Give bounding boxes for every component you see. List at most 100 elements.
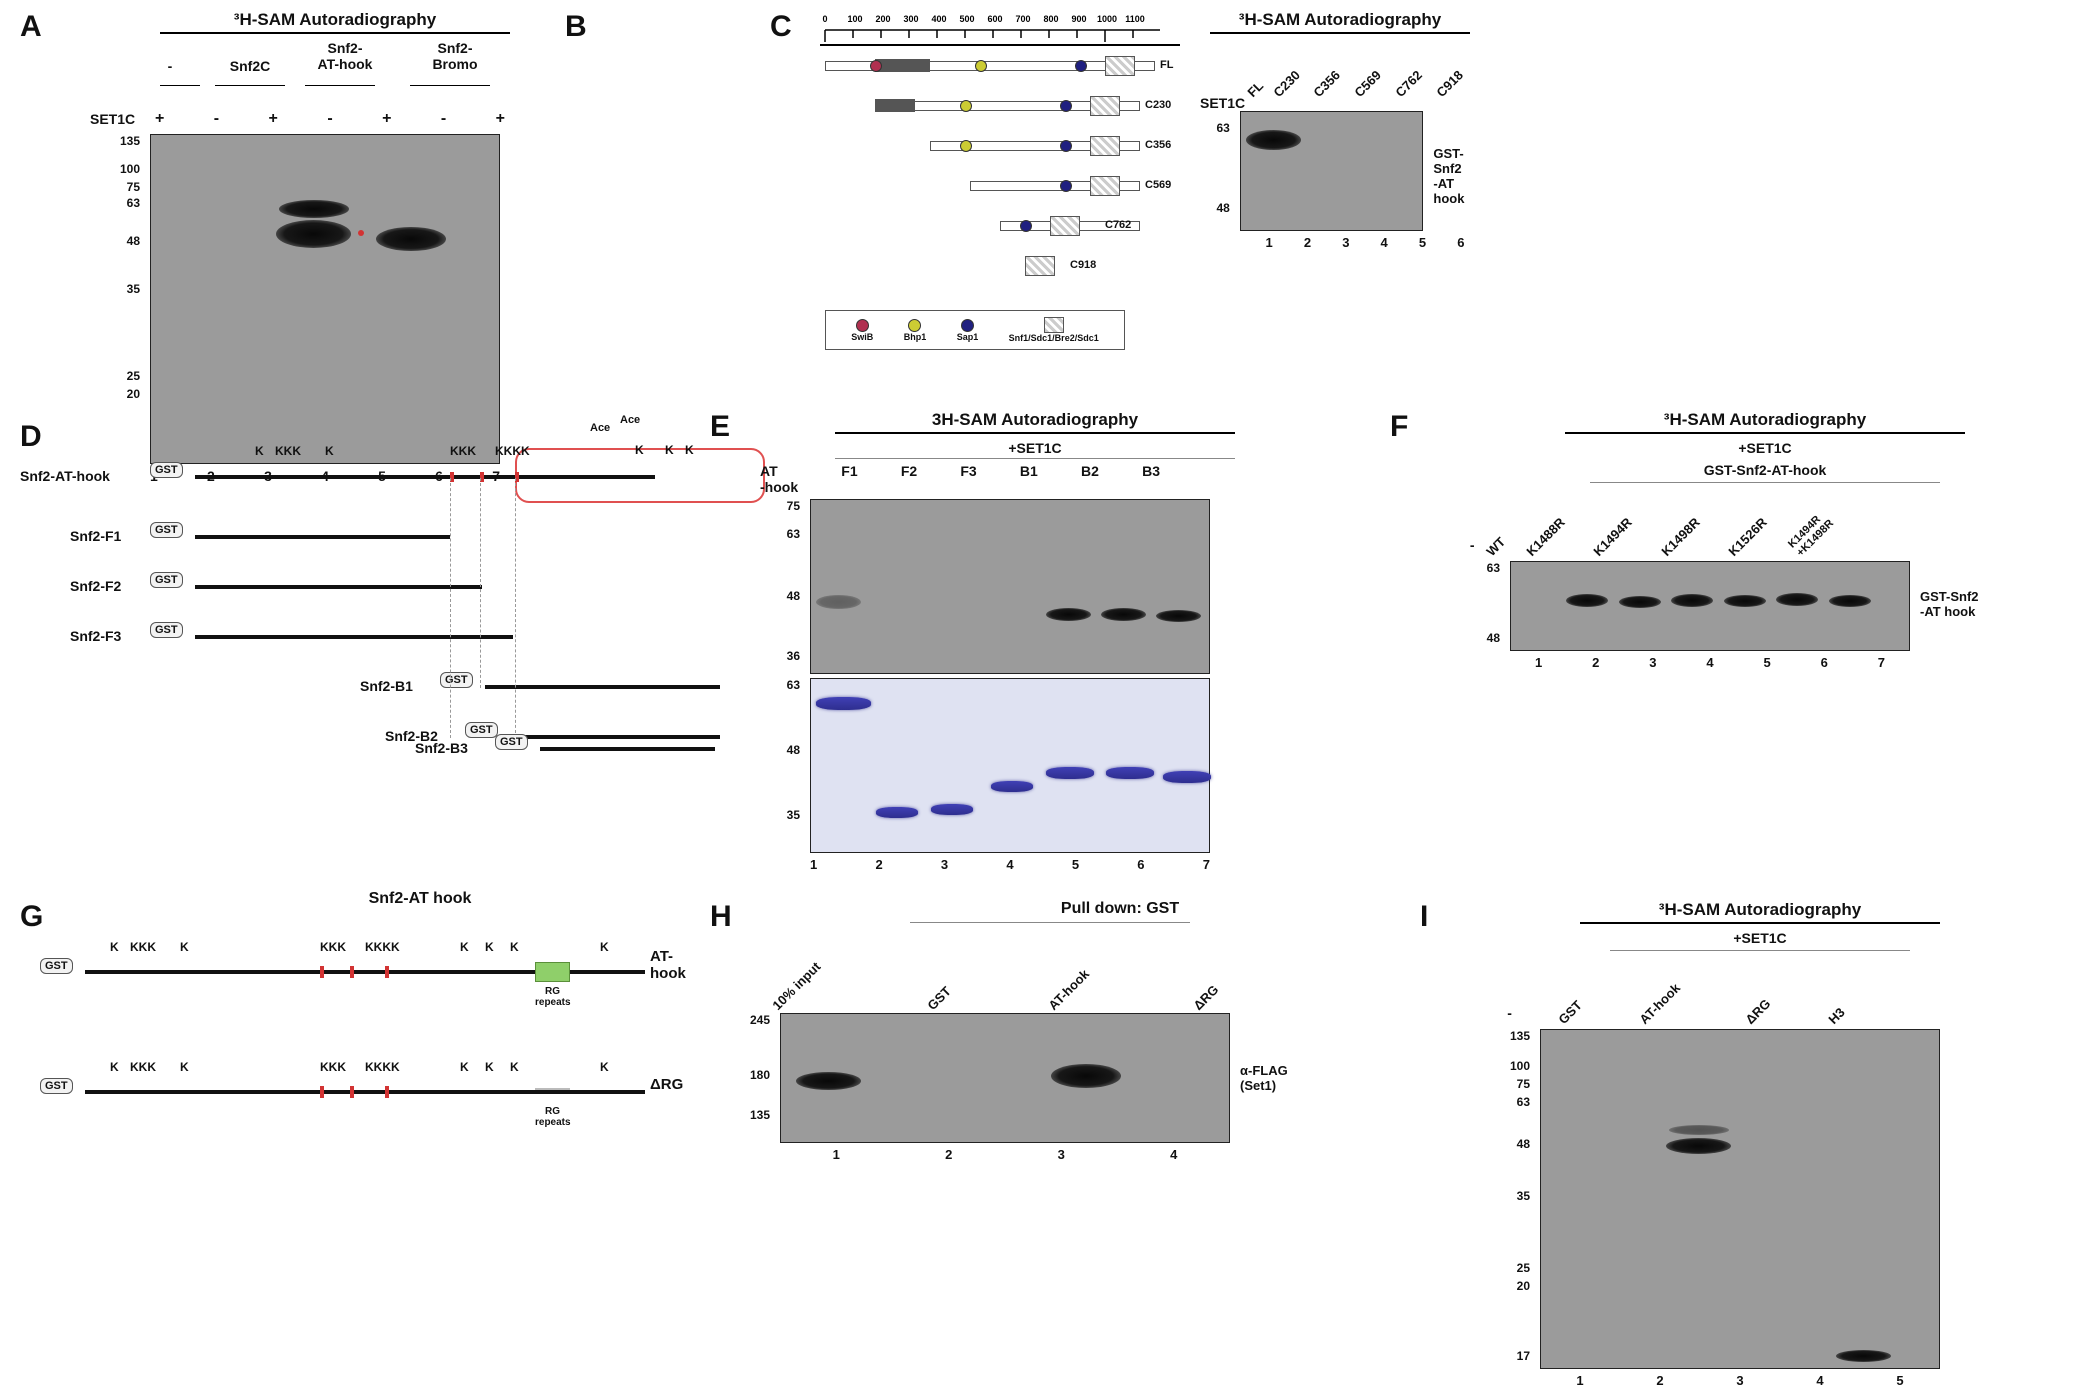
panel-c-side-label: GST-Snf2 -AT hook: [1433, 146, 1480, 231]
panel-c-blot-title: ³H-SAM Autoradiography: [1200, 10, 1480, 30]
c-lane-C569: C569: [1352, 67, 1385, 100]
panel-i-label: I: [1420, 900, 1428, 934]
e-coom-ladder-63: 63: [787, 678, 800, 692]
band-f-lane3: [1619, 596, 1661, 608]
panel-g-drg-row: GST K KKK K KKK KKKK K K K K RG repeats Δ…: [40, 1048, 700, 1148]
panel-f-label: F: [1390, 410, 1408, 444]
band-e-lane7: [1156, 610, 1201, 622]
i-lanenum-4: 4: [1816, 1373, 1823, 1388]
e-lane-2: F2: [901, 463, 917, 495]
panel-c-blot-rowlabel: SET1C: [1200, 95, 1250, 111]
band-h-lane3: [1051, 1064, 1121, 1088]
c-lane-C762: C762: [1393, 67, 1426, 100]
coom-band-2: [876, 807, 918, 818]
group-label-2: Snf2- AT-hook: [310, 40, 380, 72]
e-ladder-36: 36: [787, 649, 800, 663]
artifact-speck: [358, 230, 364, 236]
set1c-val-4: +: [382, 110, 391, 128]
panel-c-blot: [1240, 111, 1424, 231]
coom-band-1: [816, 697, 871, 710]
set1c-row-label: SET1C: [90, 111, 155, 127]
panel-e-autoradiograph: [810, 499, 1210, 674]
group-label-0: -: [160, 58, 180, 74]
coom-band-4: [991, 781, 1033, 792]
panel-a-label: A: [20, 10, 42, 44]
panel-h-label: H: [710, 900, 732, 934]
ladder-mark-63: 63: [127, 196, 140, 210]
e-lane-3: F3: [960, 463, 976, 495]
f-lanenum-1: 1: [1535, 655, 1542, 670]
f-lane-4: K1498R: [1658, 515, 1702, 559]
panel-f: F ³H-SAM Autoradiography +SET1C GST-Snf2…: [1390, 410, 2070, 670]
set1c-val-3: -: [327, 110, 332, 128]
panel-a: A ³H-SAM Autoradiography - Snf2C Snf2- A…: [20, 10, 520, 484]
panel-i-condition: +SET1C: [1480, 930, 2040, 946]
e-lanenum-5: 5: [1072, 857, 1079, 872]
f-ladder-63: 63: [1487, 561, 1500, 575]
h-lane-0: 10% input: [769, 959, 823, 1013]
h-lane-2: AT-hook: [1046, 966, 1093, 1013]
i-lanenum-2: 2: [1656, 1373, 1663, 1388]
i-lanenum-1: 1: [1576, 1373, 1583, 1388]
panel-b-label: B: [565, 10, 587, 44]
svg-text:100: 100: [847, 14, 862, 24]
panel-e-label: E: [710, 410, 730, 444]
c-ladder-63: 63: [1216, 121, 1229, 135]
construct-C356: C356: [930, 134, 1180, 160]
e-lanenum-6: 6: [1137, 857, 1144, 872]
panel-a-blot: [150, 134, 500, 464]
panel-d-diagram: Snf2-AT-hook GST K KKK K KKK KKKK Ace Ac…: [20, 430, 720, 750]
svg-text:400: 400: [931, 14, 946, 24]
c-lane-C918: C918: [1433, 67, 1466, 100]
construct-FL: FL: [825, 54, 1180, 80]
e-lane-4: B1: [1020, 463, 1038, 495]
i-lane-3: ΔRG: [1742, 996, 1773, 1027]
domain-legend: SwiB Bhp1 Sap1 Snf1/Sdc1/Bre2/Sdc1: [825, 310, 1125, 350]
f-lane-1: WT: [1484, 534, 1509, 559]
group-label-1: Snf2C: [220, 58, 280, 74]
panel-c-label: C: [770, 10, 792, 44]
construct-C762: C762: [1000, 214, 1180, 240]
band-f-lane6: [1776, 593, 1818, 606]
svg-text:700: 700: [1015, 14, 1030, 24]
i-ladder-35: 35: [1517, 1189, 1530, 1203]
band-a-lane3-main: [276, 220, 351, 248]
ladder-mark-20: 20: [127, 387, 140, 401]
f-lanenum-5: 5: [1764, 655, 1771, 670]
panel-f-blot: [1510, 561, 1910, 651]
i-lane-4: H3: [1826, 1005, 1848, 1027]
i-ladder-20: 20: [1517, 1279, 1530, 1293]
panel-i-blot: [1540, 1029, 1940, 1369]
e-lane-0: AT -hook: [760, 463, 798, 495]
i-lane-0: -: [1507, 1005, 1512, 1027]
band-e-lane1: [816, 595, 861, 609]
panel-h-blot: [780, 1013, 1230, 1143]
svg-text:1100: 1100: [1125, 14, 1145, 24]
i-ladder-17: 17: [1517, 1349, 1530, 1363]
group-label-3: Snf2- Bromo: [420, 40, 490, 72]
svg-text:600: 600: [987, 14, 1002, 24]
panel-h-side-label: α-FLAG (Set1): [1240, 1063, 1288, 1143]
i-ladder-63: 63: [1517, 1095, 1530, 1109]
band-f-lane4: [1671, 594, 1713, 607]
c-lanenum-4: 4: [1381, 235, 1388, 250]
band-f-lane7: [1829, 595, 1871, 607]
c-lanenum-3: 3: [1342, 235, 1349, 250]
panel-i-title: ³H-SAM Autoradiography: [1480, 900, 2040, 920]
construct-C230: C230: [875, 94, 1180, 120]
panel-f-title: ³H-SAM Autoradiography: [1460, 410, 2070, 430]
band-i-lane5: [1836, 1350, 1891, 1362]
e-ladder-63: 63: [787, 527, 800, 541]
panel-g-title: Snf2-AT hook: [140, 890, 700, 908]
f-lane-6: K1494R +K1498R: [1786, 509, 1836, 559]
c-lanenum-6: 6: [1457, 235, 1464, 250]
c-lanenum-2: 2: [1304, 235, 1311, 250]
e-ladder-75: 75: [787, 499, 800, 513]
f-ladder-48: 48: [1487, 631, 1500, 645]
band-a-lane5: [376, 227, 446, 251]
panel-e-condition: +SET1C: [760, 440, 1310, 456]
svg-text:500: 500: [959, 14, 974, 24]
band-e-lane6: [1101, 608, 1146, 621]
i-lanenum-3: 3: [1736, 1373, 1743, 1388]
e-lanenum-4: 4: [1006, 857, 1013, 872]
